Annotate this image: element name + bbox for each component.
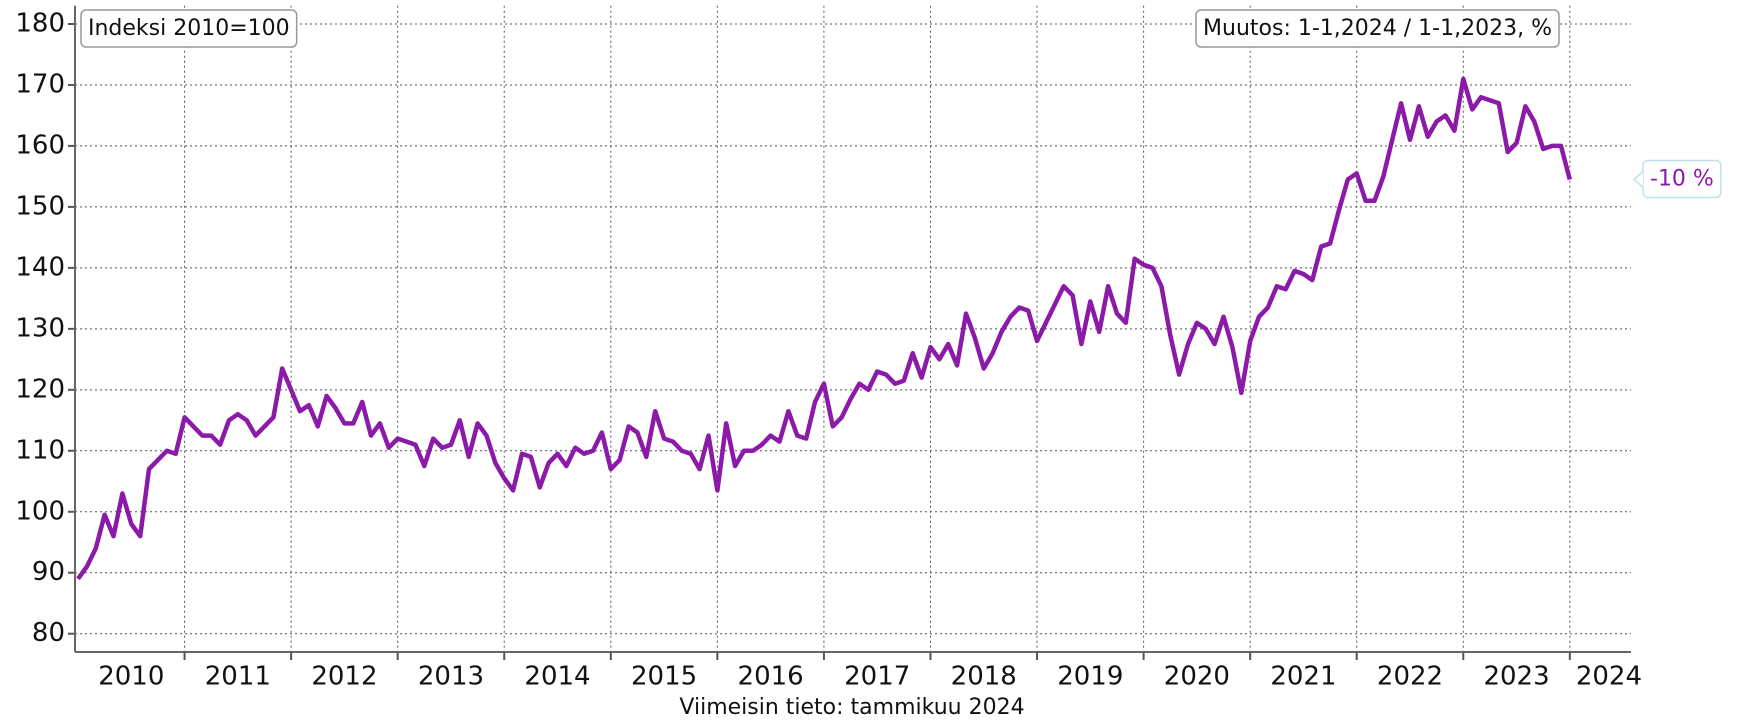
x-tick-label: 2021 (1270, 662, 1336, 692)
x-tick-label: 2020 (1164, 662, 1230, 692)
data-line (76, 76, 1572, 581)
x-tick-label: 2018 (951, 662, 1017, 692)
y-tick-label: 100 (15, 496, 65, 526)
x-tick-label: 2013 (418, 662, 484, 692)
y-tick-label: 180 (15, 8, 65, 38)
annotation-text: Indeksi 2010=100 (88, 16, 290, 41)
x-tick-label: 2016 (738, 662, 804, 692)
y-tick-label: 110 (15, 435, 65, 465)
annotation: Muutos: 1-1,2024 / 1-1,2023, % (1195, 9, 1560, 48)
x-tick-label: 2015 (631, 662, 697, 692)
x-tick-label: 2010 (98, 662, 164, 692)
y-tick-label: 150 (15, 191, 65, 221)
footnote: Viimeisin tieto: tammikuu 2024 (679, 695, 1024, 720)
annotation-box (1195, 9, 1560, 48)
x-tick-label: 2017 (844, 662, 910, 692)
annotation-text: Muutos: 1-1,2024 / 1-1,2023, % (1203, 16, 1552, 41)
y-tick-label: 90 (32, 557, 65, 587)
annotation-text: -10 % (1650, 166, 1714, 191)
annotation: -10 % (1642, 159, 1722, 199)
x-tick-label: 2023 (1483, 662, 1549, 692)
y-tick-label: 80 (32, 618, 65, 648)
x-tick-label: 2019 (1057, 662, 1123, 692)
annotation: Indeksi 2010=100 (80, 9, 298, 48)
y-tick-label: 160 (15, 130, 65, 160)
x-tick-label: 2012 (311, 662, 377, 692)
x-tick-label: 2011 (205, 662, 271, 692)
y-tick-label: 140 (15, 252, 65, 282)
x-tick-label: 2022 (1377, 662, 1443, 692)
annotation-box (80, 9, 298, 48)
callout-pointer (1632, 170, 1644, 189)
x-tick-label: 2014 (524, 662, 590, 692)
y-tick-label: 170 (15, 69, 65, 99)
y-tick-label: 120 (15, 374, 65, 404)
y-tick-label: 130 (15, 313, 65, 343)
x-tick-label: 2024 (1576, 662, 1642, 692)
